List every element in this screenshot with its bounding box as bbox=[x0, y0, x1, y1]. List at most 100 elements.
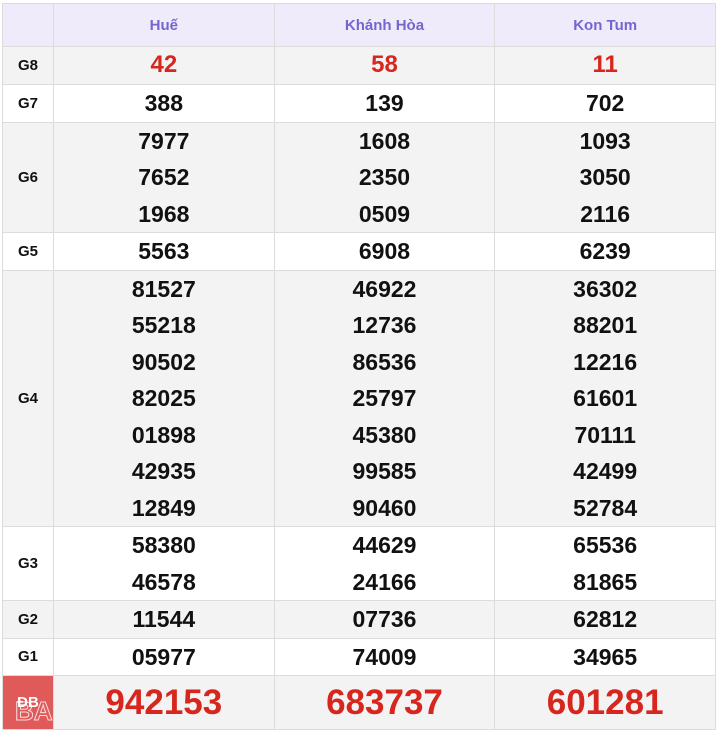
prize-row-3: G5 5563 6908 6239 bbox=[2, 232, 716, 271]
prize-label-text: G4 bbox=[17, 389, 38, 407]
province-header[interactable]: Khánh Hòa bbox=[273, 3, 496, 47]
result-number: 24166 bbox=[352, 568, 417, 595]
province-header[interactable]: Huế bbox=[53, 3, 275, 47]
prize-label: G6 bbox=[2, 121, 54, 233]
result-cell: 36302 88201 12216 61601 70111 42499 52784 bbox=[494, 269, 716, 527]
result-number: 12736 bbox=[352, 312, 417, 338]
result-number: 1608 bbox=[358, 127, 411, 154]
result-number: 3050 bbox=[579, 164, 631, 190]
result-number: 2116 bbox=[580, 200, 631, 227]
prize-row-4: G4 81527 55218 90502 82025 01898 42935 12849 469… bbox=[2, 269, 716, 527]
result-number: 388 bbox=[144, 90, 184, 116]
result-number: 46922 bbox=[352, 275, 417, 302]
result-number: 52784 bbox=[573, 494, 638, 521]
prize-row-5: G3 58380 46578 44629 24166 65536 81865 bbox=[2, 526, 716, 601]
result-cell: 07736 bbox=[273, 600, 496, 639]
result-number: 5563 bbox=[138, 238, 190, 264]
prize-row-8: ĐB BA 942153 683737 601281 bbox=[2, 675, 716, 730]
prize-label: G2 bbox=[2, 600, 54, 639]
result-cell: 6908 bbox=[273, 232, 496, 271]
prize-label: G7 bbox=[2, 84, 54, 123]
result-cell: 1608 2350 0509 bbox=[273, 121, 496, 233]
prize-row-6: G2 11544 07736 62812 bbox=[2, 600, 716, 639]
result-number: 58 bbox=[371, 51, 398, 79]
prize-row-1: G7 388 139 702 bbox=[2, 84, 716, 123]
result-cell: 5563 bbox=[53, 232, 275, 271]
province-header[interactable]: Kon Tum bbox=[494, 3, 716, 47]
result-number: 942153 bbox=[105, 682, 223, 722]
result-number: 0509 bbox=[358, 200, 411, 227]
result-cell: 62812 bbox=[494, 600, 716, 639]
result-number: 61601 bbox=[573, 385, 638, 411]
result-cell: 6239 bbox=[494, 232, 716, 271]
prize-label: G8 bbox=[2, 46, 54, 85]
prize-label: G1 bbox=[2, 637, 54, 676]
result-number: 11 bbox=[592, 51, 618, 79]
result-cell: 81527 55218 90502 82025 01898 42935 12849 bbox=[53, 269, 275, 527]
result-cell: 1093 3050 2116 bbox=[494, 121, 716, 233]
prize-row-7: G1 05977 74009 34965 bbox=[2, 637, 716, 676]
lottery-results-table: Huế Khánh Hòa Kon Tum G8 42 58 11 G7 388 139 70… bbox=[2, 3, 716, 730]
prize-label: G4 bbox=[2, 269, 54, 527]
result-cell: 42 bbox=[53, 46, 275, 85]
prize-row-0: G8 42 58 11 bbox=[2, 46, 716, 85]
result-cell: 74009 bbox=[273, 637, 496, 676]
prize-label-text: G3 bbox=[17, 555, 38, 572]
result-number: 42 bbox=[150, 51, 178, 79]
result-cell: 65536 81865 bbox=[494, 526, 716, 601]
result-number: 74009 bbox=[352, 643, 417, 670]
result-number: 46578 bbox=[131, 568, 196, 595]
prize-label-text: G6 bbox=[17, 168, 38, 186]
result-number: 683737 bbox=[326, 682, 443, 722]
result-number: 6239 bbox=[579, 238, 631, 264]
result-number: 42499 bbox=[573, 458, 638, 484]
result-number: 90502 bbox=[131, 348, 196, 375]
watermark-logo: BA bbox=[15, 696, 54, 727]
result-number: 44629 bbox=[352, 532, 417, 558]
result-number: 6908 bbox=[358, 238, 411, 264]
result-cell: 11 bbox=[494, 46, 716, 85]
prize-row-2: G6 7977 7652 1968 1608 2350 0509 1093 3050 2116 bbox=[2, 121, 716, 233]
result-number: 36302 bbox=[573, 275, 638, 302]
result-cell: 44629 24166 bbox=[273, 526, 496, 601]
result-number: 7977 bbox=[138, 127, 190, 154]
prize-label-text: G5 bbox=[17, 242, 38, 260]
result-number: 11544 bbox=[132, 606, 196, 632]
result-number: 81865 bbox=[573, 568, 638, 595]
result-number: 07736 bbox=[352, 606, 417, 632]
result-number: 01898 bbox=[131, 421, 196, 448]
result-number: 05977 bbox=[131, 643, 196, 670]
result-cell: 139 bbox=[273, 84, 496, 123]
result-cell: 05977 bbox=[53, 637, 275, 676]
result-cell: 388 bbox=[53, 84, 275, 123]
result-number: 70111 bbox=[574, 421, 636, 448]
result-number: 2350 bbox=[358, 164, 411, 190]
prize-label-text: G8 bbox=[17, 57, 38, 74]
result-number: 1093 bbox=[579, 127, 631, 154]
header-row: Huế Khánh Hòa Kon Tum bbox=[2, 3, 716, 47]
result-number: 81527 bbox=[131, 275, 196, 302]
result-number: 12849 bbox=[131, 494, 196, 521]
corner-cell bbox=[2, 3, 54, 47]
prize-label-text: ĐB bbox=[17, 694, 39, 711]
result-cell: 58380 46578 bbox=[53, 526, 275, 601]
result-number: 90460 bbox=[352, 494, 417, 521]
result-number: 99585 bbox=[352, 458, 417, 484]
prize-label-text: G7 bbox=[17, 94, 38, 112]
result-number: 86536 bbox=[352, 348, 417, 375]
result-cell: 11544 bbox=[53, 600, 275, 639]
result-number: 88201 bbox=[573, 312, 638, 338]
result-number: 1968 bbox=[138, 200, 190, 227]
result-number: 42935 bbox=[131, 458, 196, 484]
result-number: 82025 bbox=[131, 385, 196, 411]
result-number: 12216 bbox=[573, 348, 638, 375]
result-cell: 683737 bbox=[273, 675, 496, 730]
result-number: 702 bbox=[585, 90, 625, 116]
result-number: 58380 bbox=[131, 532, 196, 558]
result-cell: 7977 7652 1968 bbox=[53, 121, 275, 233]
result-cell: 34965 bbox=[494, 637, 716, 676]
prize-label: G3 bbox=[2, 526, 54, 601]
prize-label: ĐB BA bbox=[2, 675, 54, 730]
result-cell: 702 bbox=[494, 84, 716, 123]
result-number: 139 bbox=[365, 90, 404, 116]
